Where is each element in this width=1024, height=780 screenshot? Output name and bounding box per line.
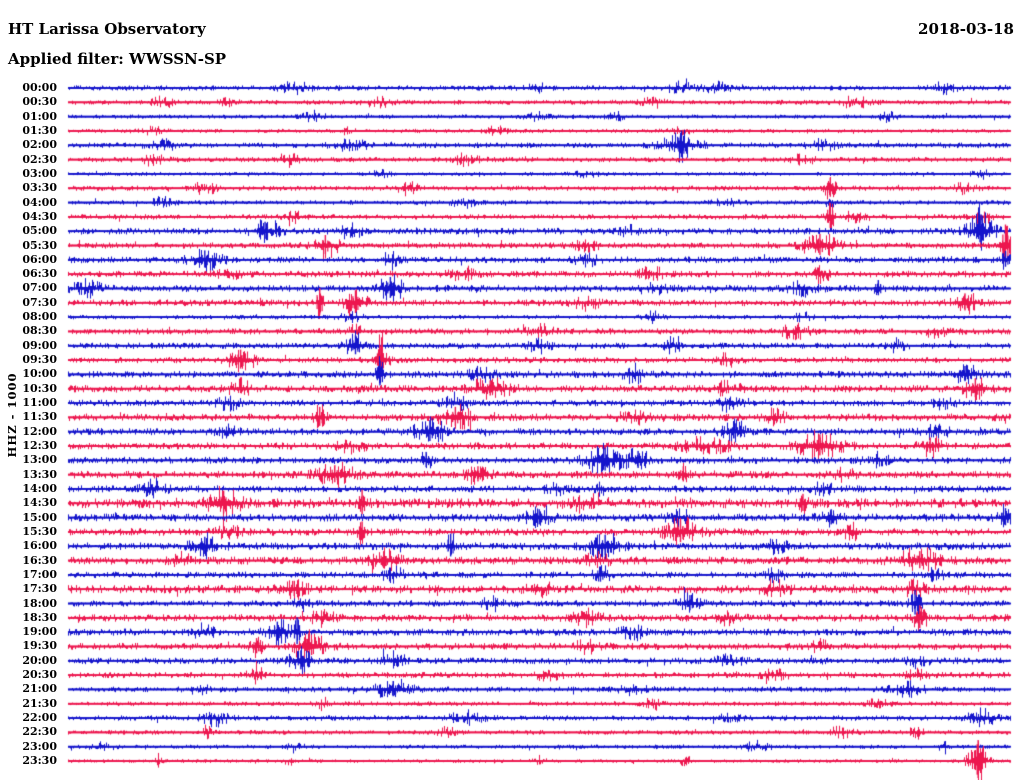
trace-time-label: 07:00 bbox=[22, 281, 57, 295]
trace-time-label: 00:30 bbox=[22, 95, 57, 109]
trace-time-label: 00:00 bbox=[22, 81, 57, 94]
trace-time-label: 22:00 bbox=[22, 711, 57, 725]
trace-time-label: 17:30 bbox=[22, 582, 57, 596]
trace-time-label: 05:30 bbox=[22, 238, 57, 252]
trace-time-label: 20:00 bbox=[22, 653, 57, 667]
trace-time-label: 10:00 bbox=[22, 367, 57, 381]
trace-time-label: 09:30 bbox=[22, 353, 57, 367]
trace-time-label: 21:00 bbox=[22, 682, 57, 696]
trace-time-label: 19:00 bbox=[22, 625, 57, 639]
trace-time-label: 07:30 bbox=[22, 295, 57, 309]
trace-time-label: 16:00 bbox=[22, 539, 57, 553]
trace-time-label: 21:30 bbox=[22, 696, 57, 710]
trace-time-label: 13:30 bbox=[22, 467, 57, 481]
trace-time-label: 17:00 bbox=[22, 567, 57, 581]
trace-time-label: 02:00 bbox=[22, 138, 57, 152]
trace-time-label: 18:30 bbox=[22, 610, 57, 624]
trace-time-label: 09:00 bbox=[22, 338, 57, 352]
filter-label: Applied filter: WWSSN-SP bbox=[8, 50, 227, 68]
trace-time-label: 04:00 bbox=[22, 195, 57, 209]
trace-time-label: 12:00 bbox=[22, 424, 57, 438]
trace-time-label: 14:00 bbox=[22, 481, 57, 495]
trace-time-label: 04:30 bbox=[22, 209, 57, 223]
trace-time-label: 14:30 bbox=[22, 496, 57, 510]
trace-time-label: 20:30 bbox=[22, 668, 57, 682]
trace-time-label: 23:30 bbox=[22, 754, 57, 768]
trace-time-label: 11:00 bbox=[22, 396, 57, 410]
trace-time-label: 06:30 bbox=[22, 267, 57, 281]
trace-time-label: 08:30 bbox=[22, 324, 57, 338]
trace-time-label: 23:00 bbox=[22, 739, 57, 753]
trace-time-label: 03:00 bbox=[22, 166, 57, 180]
trace-time-label: 12:30 bbox=[22, 439, 57, 452]
trace-time-label: 01:00 bbox=[22, 109, 57, 123]
trace-time-label: 22:30 bbox=[22, 725, 57, 739]
trace-time-label: 16:30 bbox=[22, 553, 57, 567]
trace-time-label: 06:00 bbox=[22, 252, 57, 266]
trace-time-label: 11:30 bbox=[22, 410, 57, 424]
trace-time-label: 01:30 bbox=[22, 123, 57, 137]
trace-time-label: 18:00 bbox=[22, 596, 57, 610]
trace-time-label: 02:30 bbox=[22, 152, 57, 166]
trace-time-label: 08:00 bbox=[22, 310, 57, 324]
trace-time-label: 10:30 bbox=[22, 381, 57, 395]
trace-time-label: 15:30 bbox=[22, 524, 57, 538]
trace-time-label: 03:30 bbox=[22, 181, 57, 195]
trace-time-label: 19:30 bbox=[22, 639, 57, 653]
date-label: 2018-03-18 bbox=[918, 20, 1014, 38]
station-title: HT Larissa Observatory bbox=[8, 20, 206, 38]
trace-time-label: 15:00 bbox=[22, 510, 57, 524]
trace-time-label: 13:00 bbox=[22, 453, 57, 467]
trace-time-label: 05:00 bbox=[22, 224, 57, 238]
